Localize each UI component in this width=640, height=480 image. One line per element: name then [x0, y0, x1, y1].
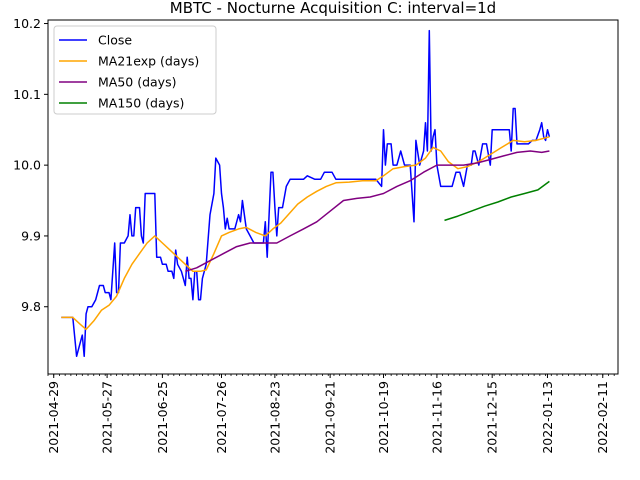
y-tick-label: 9.8: [21, 299, 41, 314]
y-axis: 9.8 9.9 10.0 10.1 10.2: [13, 16, 48, 314]
x-tick-label: 2021-08-23: [267, 381, 282, 454]
plot-lines: [61, 29, 551, 358]
series-line-ma50-days: [185, 150, 550, 273]
x-tick-label: 2022-02-11: [595, 381, 610, 454]
x-tick-label: 2022-01-13: [540, 381, 555, 454]
x-tick-label: 2021-10-19: [376, 381, 391, 454]
plot-frame: [47, 19, 619, 375]
y-tick-label: 10.1: [13, 87, 41, 102]
x-tick-label: 2021-05-27: [100, 381, 115, 454]
series-line-ma21exp-days: [61, 136, 550, 331]
series-line-ma150-days: [444, 180, 550, 222]
x-tick-label: 2021-06-25: [155, 381, 170, 454]
legend-label: MA150 (days): [98, 96, 184, 111]
x-tick-label: 2021-11-16: [429, 381, 444, 454]
y-tick-label: 10.0: [13, 158, 41, 173]
y-tick-label: 10.2: [13, 16, 41, 31]
legend-label: MA21exp (days): [98, 54, 199, 69]
chart-title: MBTC - Nocturne Acquisition C: interval=…: [170, 0, 496, 17]
x-tick-label: 2021-04-29: [46, 381, 61, 454]
x-axis: 2021-04-29 2021-05-27 2021-06-25 2021-07-26…: [46, 374, 615, 454]
x-tick-label: 2021-09-21: [323, 381, 338, 454]
x-tick-label: 2021-07-26: [214, 381, 229, 454]
legend: Close MA21exp (days) MA50 (days) MA150 (day…: [53, 25, 217, 115]
x-tick-label: 2021-12-15: [485, 381, 500, 454]
y-tick-label: 9.9: [21, 228, 41, 243]
legend-label: Close: [98, 33, 132, 48]
legend-box: [53, 25, 217, 115]
legend-label: MA50 (days): [98, 75, 176, 90]
